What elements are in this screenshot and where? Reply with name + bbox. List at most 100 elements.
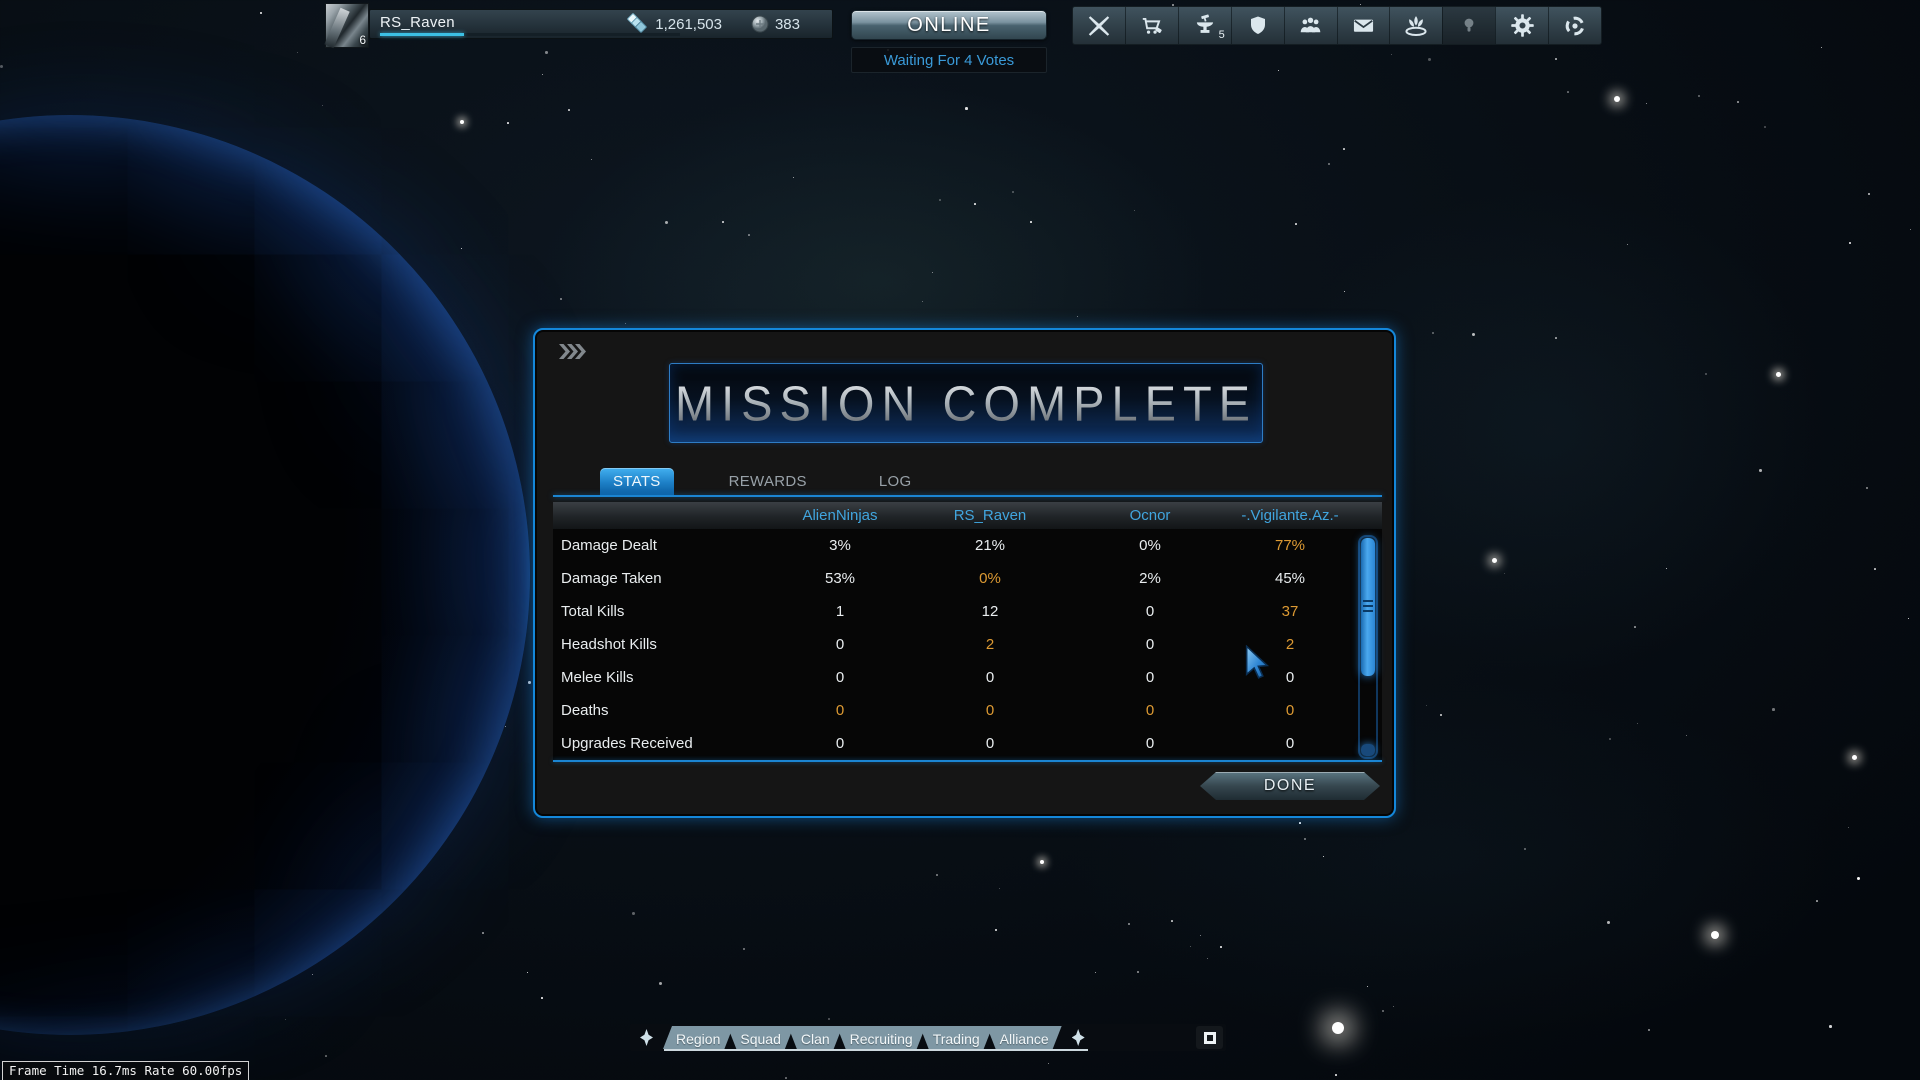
- mission-complete-dialog: MISSION COMPLETE STATS REWARDS LOG AlienNi…: [533, 328, 1396, 818]
- chat-prev-diamond-icon[interactable]: [640, 1029, 653, 1046]
- chat-tab-recruiting[interactable]: Recruiting: [837, 1026, 926, 1049]
- vote-status-text: Waiting For 4 Votes: [883, 51, 1015, 69]
- table-row: Total Kills 1 12 0 37: [553, 595, 1382, 628]
- chat-tab-squad[interactable]: Squad: [727, 1026, 793, 1049]
- mail-envelope-icon: [1353, 19, 1374, 32]
- row-label: Deaths: [561, 702, 609, 719]
- chat-next-diamond-icon[interactable]: [1071, 1029, 1085, 1046]
- platinum-counter: 383: [750, 10, 800, 38]
- stats-table: AlienNinjas RS_Raven Ocnor -.Vigilante.Az.-…: [553, 502, 1382, 760]
- stat-value: 2: [985, 636, 995, 653]
- stat-value: 0: [835, 702, 845, 719]
- row-label: Headshot Kills: [561, 636, 657, 653]
- table-scrollbar[interactable]: [1358, 535, 1378, 759]
- stat-value: 12: [981, 603, 999, 620]
- hint-bulb-icon: [1464, 18, 1474, 32]
- foundry-button[interactable]: 5: [1177, 7, 1231, 44]
- chat-tab-clan[interactable]: Clan: [788, 1026, 843, 1049]
- contacts-button[interactable]: [1283, 7, 1337, 44]
- stat-value: 0: [1145, 669, 1155, 686]
- chat-window-button[interactable]: [1196, 1026, 1223, 1049]
- done-label: DONE: [1263, 777, 1317, 794]
- mission-title: MISSION COMPLETE: [674, 375, 1258, 431]
- stat-value: 2%: [1139, 570, 1161, 587]
- stat-value: 0: [835, 669, 845, 686]
- chat-bar: Region Squad Clan Recruiting Trading Alliance: [630, 1024, 1226, 1051]
- session-exit-button[interactable]: [1548, 7, 1601, 44]
- main-menu-icon-bar: 5: [1072, 6, 1602, 45]
- tab-stats[interactable]: STATS: [600, 468, 674, 495]
- tab-underline: [553, 495, 1382, 497]
- xp-progress-bar: [380, 33, 680, 36]
- chat-tab-region[interactable]: Region: [663, 1026, 733, 1049]
- inbox-button[interactable]: [1336, 7, 1390, 44]
- foundry-badge: 5: [1218, 29, 1225, 41]
- stat-value: 37: [1281, 603, 1299, 620]
- mission-title-panel: MISSION COMPLETE: [669, 363, 1263, 443]
- stat-value: 1: [835, 603, 845, 620]
- scrollbar-grip: [1363, 600, 1373, 613]
- stat-value: 0: [1285, 702, 1295, 719]
- dialog-tabs: STATS REWARDS LOG: [600, 467, 924, 495]
- market-cart-icon: [1142, 17, 1162, 34]
- table-row: Damage Dealt 3% 21% 0% 77%: [553, 529, 1382, 562]
- table-header-row: AlienNinjas RS_Raven Ocnor -.Vigilante.Az.-: [553, 502, 1382, 529]
- stat-value: 53%: [824, 570, 856, 587]
- stat-value: 0: [985, 669, 995, 686]
- platinum-value: 383: [774, 15, 800, 33]
- credits-counter: 1,261,503: [626, 10, 722, 38]
- gear-icon: [1510, 14, 1534, 37]
- table-bottom-line: [553, 760, 1382, 762]
- row-label: Total Kills: [561, 603, 625, 620]
- chat-tabs: Region Squad Clan Recruiting Trading Alliance: [663, 1026, 1062, 1049]
- tab-rewards[interactable]: REWARDS: [728, 473, 807, 490]
- stat-value: 0%: [979, 570, 1001, 587]
- row-label: Damage Dealt: [561, 537, 657, 554]
- chat-tab-trading[interactable]: Trading: [920, 1026, 993, 1049]
- table-row: Headshot Kills 0 2 0 2: [553, 628, 1382, 661]
- table-row: Deaths 0 0 0 0: [553, 694, 1382, 727]
- column-header: -.Vigilante.Az.-: [1241, 507, 1339, 524]
- scrollbar-thumb[interactable]: [1361, 538, 1375, 676]
- column-header: AlienNinjas: [802, 507, 878, 524]
- tab-log[interactable]: LOG: [878, 473, 912, 490]
- stat-value: 0: [1285, 735, 1295, 752]
- table-row: Upgrades Received 0 0 0 0: [553, 727, 1382, 760]
- online-status-button[interactable]: ONLINE: [851, 10, 1047, 40]
- stat-value: 0: [985, 735, 995, 752]
- stat-value: 0: [1145, 603, 1155, 620]
- stat-value: 0: [1145, 735, 1155, 752]
- stat-value: 0: [985, 702, 995, 719]
- column-header: Ocnor: [1129, 507, 1171, 524]
- stat-value: 0: [1145, 636, 1155, 653]
- sessions-button[interactable]: [1073, 7, 1125, 44]
- chat-tab-alliance[interactable]: Alliance: [987, 1026, 1062, 1049]
- collapse-chevrons-icon[interactable]: [559, 343, 589, 360]
- squad-people-icon: [1300, 17, 1321, 33]
- credits-value: 1,261,503: [655, 15, 722, 33]
- platinum-icon: [751, 15, 769, 33]
- stat-value: 0: [1145, 702, 1155, 719]
- segmented-circle-icon: [1565, 16, 1585, 35]
- stat-value: 2: [1285, 636, 1295, 653]
- vote-status-bar: Waiting For 4 Votes: [851, 47, 1047, 73]
- column-header: RS_Raven: [953, 507, 1027, 524]
- market-button[interactable]: [1124, 7, 1178, 44]
- frame-time-overlay: Frame Time 16.7ms Rate 60.00fps: [2, 1061, 250, 1080]
- player-avatar[interactable]: 6: [324, 3, 369, 49]
- stat-value: 45%: [1274, 570, 1306, 587]
- table-row: Damage Taken 53% 0% 2% 45%: [553, 562, 1382, 595]
- lotus-button[interactable]: [1389, 7, 1442, 44]
- row-label: Upgrades Received: [561, 735, 693, 752]
- hint-button[interactable]: [1442, 7, 1496, 44]
- done-button[interactable]: DONE: [1200, 772, 1380, 800]
- crossed-swords-icon: [1088, 15, 1110, 36]
- options-button[interactable]: [1495, 7, 1548, 44]
- stat-value: 21%: [974, 537, 1006, 554]
- player-info-panel: RS_Raven 1,261,503 383: [369, 9, 833, 39]
- player-rank: 6: [359, 33, 366, 47]
- player-name: RS_Raven: [380, 14, 455, 31]
- online-label: ONLINE: [907, 13, 991, 36]
- armory-button[interactable]: [1230, 7, 1284, 44]
- chat-tabs-underline: [664, 1049, 1088, 1051]
